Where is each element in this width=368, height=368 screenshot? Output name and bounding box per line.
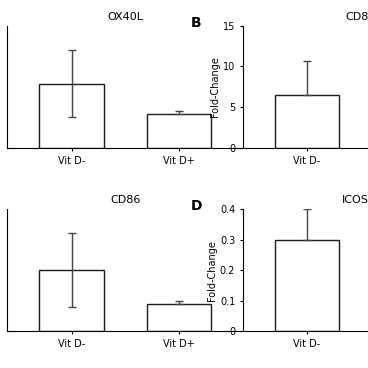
Text: B: B [191,16,202,30]
Title: CD80: CD80 [346,12,368,22]
Title: ICOS-L: ICOS-L [342,195,368,205]
Bar [146,304,211,331]
Text: D: D [191,199,202,213]
Y-axis label: Fold-Change: Fold-Change [207,240,217,301]
Bar [39,84,104,148]
Bar [275,240,339,331]
Bar [275,95,339,148]
Bar [146,114,211,148]
Bar [39,270,104,331]
Title: OX40L: OX40L [107,12,143,22]
Y-axis label: Fold-Change: Fold-Change [210,56,220,117]
Title: CD86: CD86 [110,195,140,205]
